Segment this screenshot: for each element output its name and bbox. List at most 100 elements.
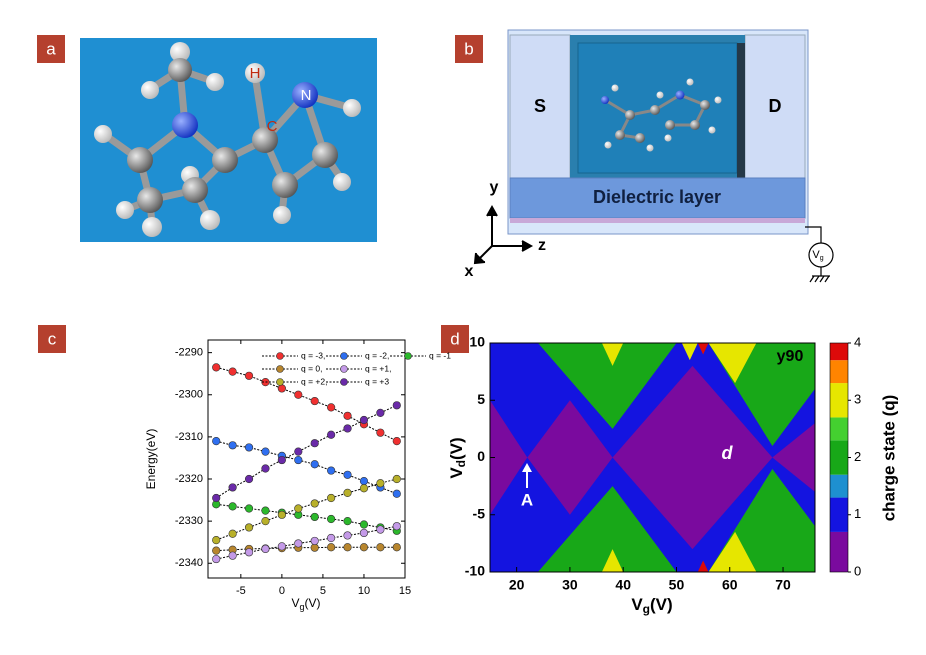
legend-label: q = +3: [365, 376, 389, 386]
colorbar-segment: [830, 343, 848, 361]
hydrogens: [94, 42, 361, 237]
marker: [212, 493, 221, 503]
source: [509, 34, 571, 179]
marker: [392, 522, 401, 531]
small-atoms: [601, 78, 722, 152]
marker: [261, 544, 270, 554]
marker: [261, 517, 270, 526]
gate-label: Vg: [812, 249, 823, 262]
y-tick-label: -2340: [175, 557, 203, 569]
colorbar-segment: [830, 417, 848, 441]
legend-marker: [276, 378, 284, 386]
legend-marker: [340, 378, 348, 386]
marker: [244, 504, 254, 513]
legend-marker: [276, 352, 284, 360]
charge-region: [601, 343, 624, 366]
atom-label: C: [267, 118, 278, 135]
y-tick-label: -2310: [175, 431, 203, 443]
marker: [310, 499, 319, 508]
marker: [359, 543, 369, 552]
plot-frame: [207, 339, 406, 579]
marker: [294, 447, 303, 456]
panel-label: c: [48, 329, 57, 348]
charge-region: [708, 531, 757, 572]
axis-label-part: (V): [447, 437, 466, 460]
marker: [244, 474, 254, 484]
marker: [228, 367, 237, 376]
charge-region: [601, 549, 624, 572]
marker: [359, 415, 369, 425]
marker: [376, 428, 385, 437]
annotation-arrowhead: [522, 463, 532, 472]
colorbar-tick-label: 4: [854, 334, 861, 349]
marker: [294, 455, 303, 465]
label-box: [441, 325, 469, 353]
series-line: [216, 478, 397, 541]
gate-v: V: [812, 249, 820, 261]
charge-region: [681, 343, 698, 361]
marker: [327, 543, 336, 552]
coordinate-axes: [473, 204, 534, 265]
charge-region: [772, 423, 815, 492]
marker: [343, 517, 352, 526]
y-tick-label: -2290: [175, 347, 203, 359]
charge-region: [490, 400, 528, 515]
legend-label: q = -3,: [301, 350, 325, 360]
series-line: [216, 525, 397, 560]
drain: [744, 34, 806, 179]
label-box: [38, 325, 66, 353]
marker: [392, 474, 401, 484]
y-tick-label: -2330: [175, 515, 203, 527]
y-tick-label: -2300: [175, 389, 203, 401]
atom-label: N: [301, 87, 312, 104]
marker: [277, 455, 286, 465]
axis-label: z: [538, 237, 546, 254]
y-tick-label: -10: [465, 563, 485, 579]
x-tick-label: 70: [775, 577, 791, 593]
marker: [228, 483, 237, 492]
label-box: [37, 35, 65, 63]
marker: [212, 436, 221, 446]
panel-label: d: [450, 329, 459, 348]
marker: [212, 554, 221, 564]
molecule-panel: H C N: [80, 38, 377, 242]
x-tick-label: 30: [562, 577, 578, 593]
x-tick-label: 5: [320, 585, 326, 597]
legend-marker: [404, 352, 412, 360]
plots: -2290-2300-2310-2320-2330-2340-5 0 5 10 15En…: [144, 334, 898, 616]
legend-label: q = -1: [429, 350, 451, 360]
marker: [392, 543, 401, 552]
charge-region: [527, 400, 613, 515]
y-tick-label: 0: [477, 448, 485, 464]
marker: [277, 384, 286, 393]
series-line: [216, 546, 397, 552]
charge-region: [697, 343, 709, 355]
colorbar-tick-label: 2: [854, 449, 861, 464]
charge-region: [708, 343, 757, 384]
marker: [392, 436, 401, 446]
legend-label: q = +2,: [301, 376, 327, 386]
axis-label: y: [490, 179, 499, 196]
marker: [376, 479, 385, 488]
panel-labels: a b c d: [37, 35, 483, 353]
colorbar-segment: [830, 360, 848, 384]
x-tick-label: 20: [509, 577, 525, 593]
marker: [212, 535, 221, 545]
x-tick-label: 40: [615, 577, 631, 593]
marker: [228, 529, 237, 538]
marker: [261, 506, 270, 515]
annotation: y90: [777, 348, 804, 365]
annotation: A: [521, 490, 533, 509]
x-tick-label: 10: [358, 585, 370, 597]
colorbar-segment: [830, 440, 848, 475]
legend-label: q = -2,: [365, 350, 389, 360]
marker: [376, 543, 385, 552]
x-tick-label: 0: [279, 585, 285, 597]
annotation: d: [722, 443, 734, 463]
y-tick-label: 10: [469, 334, 485, 350]
label-box: [455, 35, 483, 63]
marker: [294, 539, 303, 548]
x-tick-label: -5: [236, 585, 246, 597]
marker: [343, 531, 352, 540]
